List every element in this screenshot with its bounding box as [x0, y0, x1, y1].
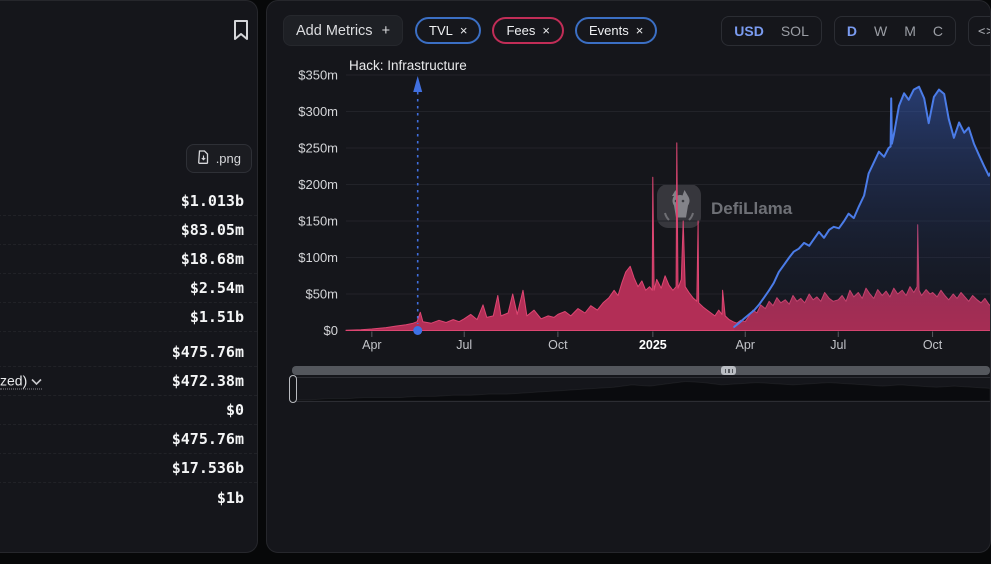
stat-row: $1.51b [0, 303, 257, 332]
add-metrics-button[interactable]: Add Metrics + [283, 15, 404, 46]
brush-overview[interactable] [292, 377, 990, 402]
interval-option-w[interactable]: W [873, 22, 888, 39]
stat-row: $1b [0, 483, 257, 512]
stat-label-dropdown[interactable]: zed) [0, 373, 43, 390]
stat-row: $1.013b [0, 187, 257, 216]
stat-value: $2.54m [189, 279, 244, 297]
bookmark-icon[interactable] [230, 19, 252, 41]
y-axis-label: $100m [298, 250, 338, 265]
file-download-icon [197, 150, 210, 167]
embed-button[interactable]: <> [968, 15, 990, 46]
metric-pill-events[interactable]: Events × [574, 17, 658, 44]
x-axis-label: 2025 [639, 338, 667, 352]
stat-row: $475.76m [0, 338, 257, 367]
remove-metric-icon[interactable]: × [542, 23, 550, 38]
stat-value: $1.013b [180, 192, 244, 210]
add-metrics-label: Add Metrics [296, 22, 373, 39]
brush-left-handle[interactable] [289, 375, 297, 403]
tvl-area-fill [734, 86, 990, 331]
interval-option-m[interactable]: M [904, 22, 916, 39]
y-axis-label: $0 [324, 323, 338, 338]
stat-row: $18.68m [0, 245, 257, 274]
currency-toggle: USD SOL [721, 15, 822, 46]
stat-row: $83.05m [0, 216, 257, 245]
stat-row: $17.536b [0, 454, 257, 483]
stat-row: $2.54m [0, 274, 257, 303]
x-axis-label: Jul [456, 338, 472, 352]
stat-row: $475.76m [0, 425, 257, 454]
brush-overview-svg [292, 380, 990, 401]
stat-value: $475.76m [171, 430, 244, 448]
stat-value: $0 [225, 401, 244, 419]
y-axis-label: $250m [298, 141, 338, 156]
currency-option-usd[interactable]: USD [734, 22, 764, 39]
metric-pills: TVL × Fees × Events × [415, 17, 658, 44]
interval-option-c[interactable]: C [932, 22, 943, 39]
stat-value: $18.68m [180, 250, 244, 268]
x-axis-label: Oct [923, 338, 943, 352]
stats-list: $1.013b $83.05m $18.68m $2.54m $1.51b $475.76… [0, 187, 257, 512]
stat-value: $1.51b [189, 308, 244, 326]
stat-row: zed) $472.38m [0, 367, 257, 396]
y-axis-label: $50m [305, 287, 338, 302]
annotation-arrow-icon [413, 76, 423, 92]
plus-icon: + [381, 22, 391, 39]
x-axis-label: Apr [362, 338, 381, 352]
currency-option-sol[interactable]: SOL [780, 22, 809, 39]
event-marker-dot[interactable] [413, 326, 423, 335]
remove-metric-icon[interactable]: × [459, 23, 468, 38]
stat-row: $0 [0, 396, 257, 425]
sidebar-panel: .png $1.013b $83.05m $18.68m $2.54m $1.51b $4… [0, 0, 258, 553]
x-axis-label: Apr [736, 338, 755, 352]
x-axis-label: Oct [548, 338, 568, 352]
download-png-button[interactable]: .png [185, 144, 252, 173]
y-axis-label: $200m [298, 177, 338, 192]
metric-pill-label: Events [588, 23, 629, 38]
y-axis-label: $150m [298, 214, 338, 229]
remove-metric-icon[interactable]: × [635, 23, 644, 38]
metric-pill-fees[interactable]: Fees × [492, 17, 564, 44]
interval-option-d[interactable]: D [846, 22, 857, 39]
x-axis-label: Jul [830, 338, 846, 352]
metric-pill-label: TVL [429, 23, 453, 38]
download-png-label: .png [215, 151, 241, 166]
zoom-scrollbar-track[interactable] [292, 366, 990, 375]
metric-pill-tvl[interactable]: TVL × [415, 17, 482, 44]
metric-pill-label: Fees [506, 23, 536, 38]
chevron-down-icon [31, 378, 42, 385]
y-axis-label: $350m [298, 68, 338, 83]
brush-silhouette [292, 380, 990, 401]
stat-value: $472.38m [171, 372, 244, 390]
stat-value: $1b [216, 488, 244, 507]
tvl-line-series [733, 85, 990, 328]
stat-value: $17.536b [171, 459, 244, 477]
stat-value: $475.76m [171, 343, 244, 361]
stat-value: $83.05m [180, 221, 244, 239]
chart-area[interactable]: DefiLlama $0 $50m $100m $150m $200m $250m $300… [267, 1, 990, 552]
y-axis-label: $300m [298, 104, 338, 119]
zoom-scrollbar-grip[interactable] [721, 366, 737, 375]
main-chart-svg[interactable]: $0 $50m $100m $150m $200m $250m $300m $350m Apr J… [267, 56, 991, 356]
